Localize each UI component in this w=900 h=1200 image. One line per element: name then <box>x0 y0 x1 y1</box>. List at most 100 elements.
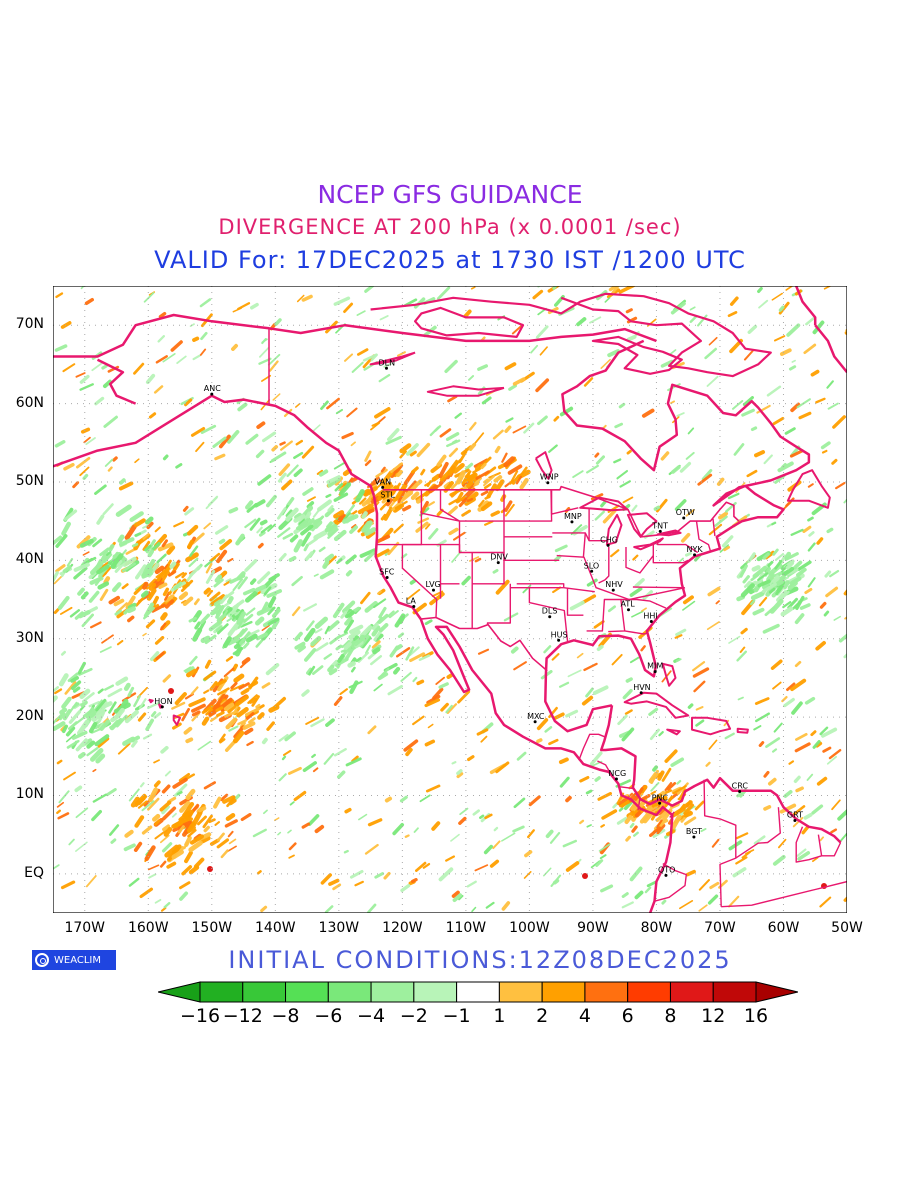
coastline <box>735 807 781 859</box>
field-streak <box>188 557 199 568</box>
city-dot <box>693 553 697 557</box>
field-streak <box>66 740 80 749</box>
field-streak <box>829 569 840 578</box>
field-streak <box>641 408 655 418</box>
field-streak <box>79 383 94 391</box>
field-streak <box>248 717 256 724</box>
field-streak <box>784 427 796 435</box>
field-streak <box>674 634 683 639</box>
field-streak <box>711 838 720 848</box>
colorbar-swatch <box>413 981 458 1003</box>
field-streak <box>215 625 223 633</box>
field-streak <box>803 812 813 820</box>
city-label: SLO <box>584 561 600 570</box>
field-streak <box>778 305 785 312</box>
city-wnp: WNP <box>540 473 559 485</box>
field-streak <box>238 627 248 638</box>
field-streak <box>819 601 827 609</box>
field-streak <box>833 615 841 621</box>
field-streak <box>142 563 152 577</box>
field-streak <box>629 866 643 882</box>
city-dls: DLS <box>542 607 557 619</box>
field-streak <box>559 776 570 788</box>
field-streak <box>53 714 63 724</box>
field-streak <box>356 310 366 316</box>
field-streak <box>173 581 183 591</box>
field-streak <box>184 666 195 674</box>
field-streak <box>345 554 357 565</box>
field-streak <box>79 466 90 477</box>
field-streak <box>119 537 135 547</box>
coastline <box>625 547 654 574</box>
field-streak <box>96 514 105 525</box>
field-streak <box>130 796 140 808</box>
field-streak <box>134 815 145 828</box>
field-streak <box>807 483 814 488</box>
field-streak <box>88 700 100 708</box>
field-streak <box>153 780 161 788</box>
field-streak <box>585 687 594 698</box>
field-streak <box>94 579 101 586</box>
field-streak <box>488 472 501 479</box>
field-streak <box>233 725 245 739</box>
field-streak <box>503 456 515 468</box>
coastline <box>401 489 438 618</box>
coastline <box>656 529 682 537</box>
field-streak <box>189 655 198 666</box>
field-streak <box>359 625 373 639</box>
field-streak <box>134 532 142 537</box>
field-streak <box>743 580 751 588</box>
field-streak <box>222 795 236 804</box>
field-streak <box>97 737 110 748</box>
field-streak <box>404 834 410 838</box>
coastline <box>691 716 732 736</box>
field-streak <box>751 565 761 572</box>
field-streak <box>154 565 165 575</box>
field-streak <box>243 613 254 623</box>
field-streak <box>539 346 548 356</box>
city-dot <box>664 873 668 877</box>
field-streak <box>305 716 320 725</box>
field-streak <box>422 862 431 869</box>
field-streak <box>662 789 672 795</box>
field-streak <box>774 474 786 484</box>
field-streak <box>169 561 177 569</box>
field-streak <box>392 504 403 513</box>
field-streak <box>675 658 682 662</box>
city-hus: HUS <box>551 630 568 642</box>
field-streak <box>689 315 698 323</box>
field-streak <box>69 609 81 618</box>
field-streak <box>640 645 646 652</box>
field-streak <box>377 590 382 595</box>
field-streak <box>835 482 846 490</box>
field-streak <box>343 641 352 650</box>
field-streak <box>741 408 755 417</box>
field-streak <box>403 739 419 752</box>
field-streak <box>341 431 354 440</box>
field-streak <box>725 501 737 513</box>
field-streak <box>97 550 109 568</box>
field-streak <box>181 572 188 579</box>
city-label: HHI <box>643 611 657 620</box>
field-streak <box>694 800 705 811</box>
field-streak <box>660 451 670 461</box>
field-streak <box>510 646 519 654</box>
colorbar-swatch <box>627 981 671 1003</box>
field-streak <box>350 476 359 483</box>
city-crc: CRC <box>732 782 748 794</box>
field-streak <box>320 873 332 885</box>
field-streak <box>227 558 234 563</box>
field-streak <box>225 578 232 583</box>
field-streak <box>99 588 109 601</box>
field-streak <box>256 421 266 429</box>
field-streak <box>245 607 256 616</box>
field-streak <box>112 552 122 559</box>
coastline <box>369 351 416 366</box>
field-streak <box>287 829 292 834</box>
city-ncg: NCG <box>608 769 626 781</box>
field-streak <box>670 814 682 830</box>
field-streak <box>288 842 297 851</box>
coastline <box>712 518 716 537</box>
field-streak <box>349 634 356 643</box>
city-lvg: LVG <box>425 580 441 592</box>
